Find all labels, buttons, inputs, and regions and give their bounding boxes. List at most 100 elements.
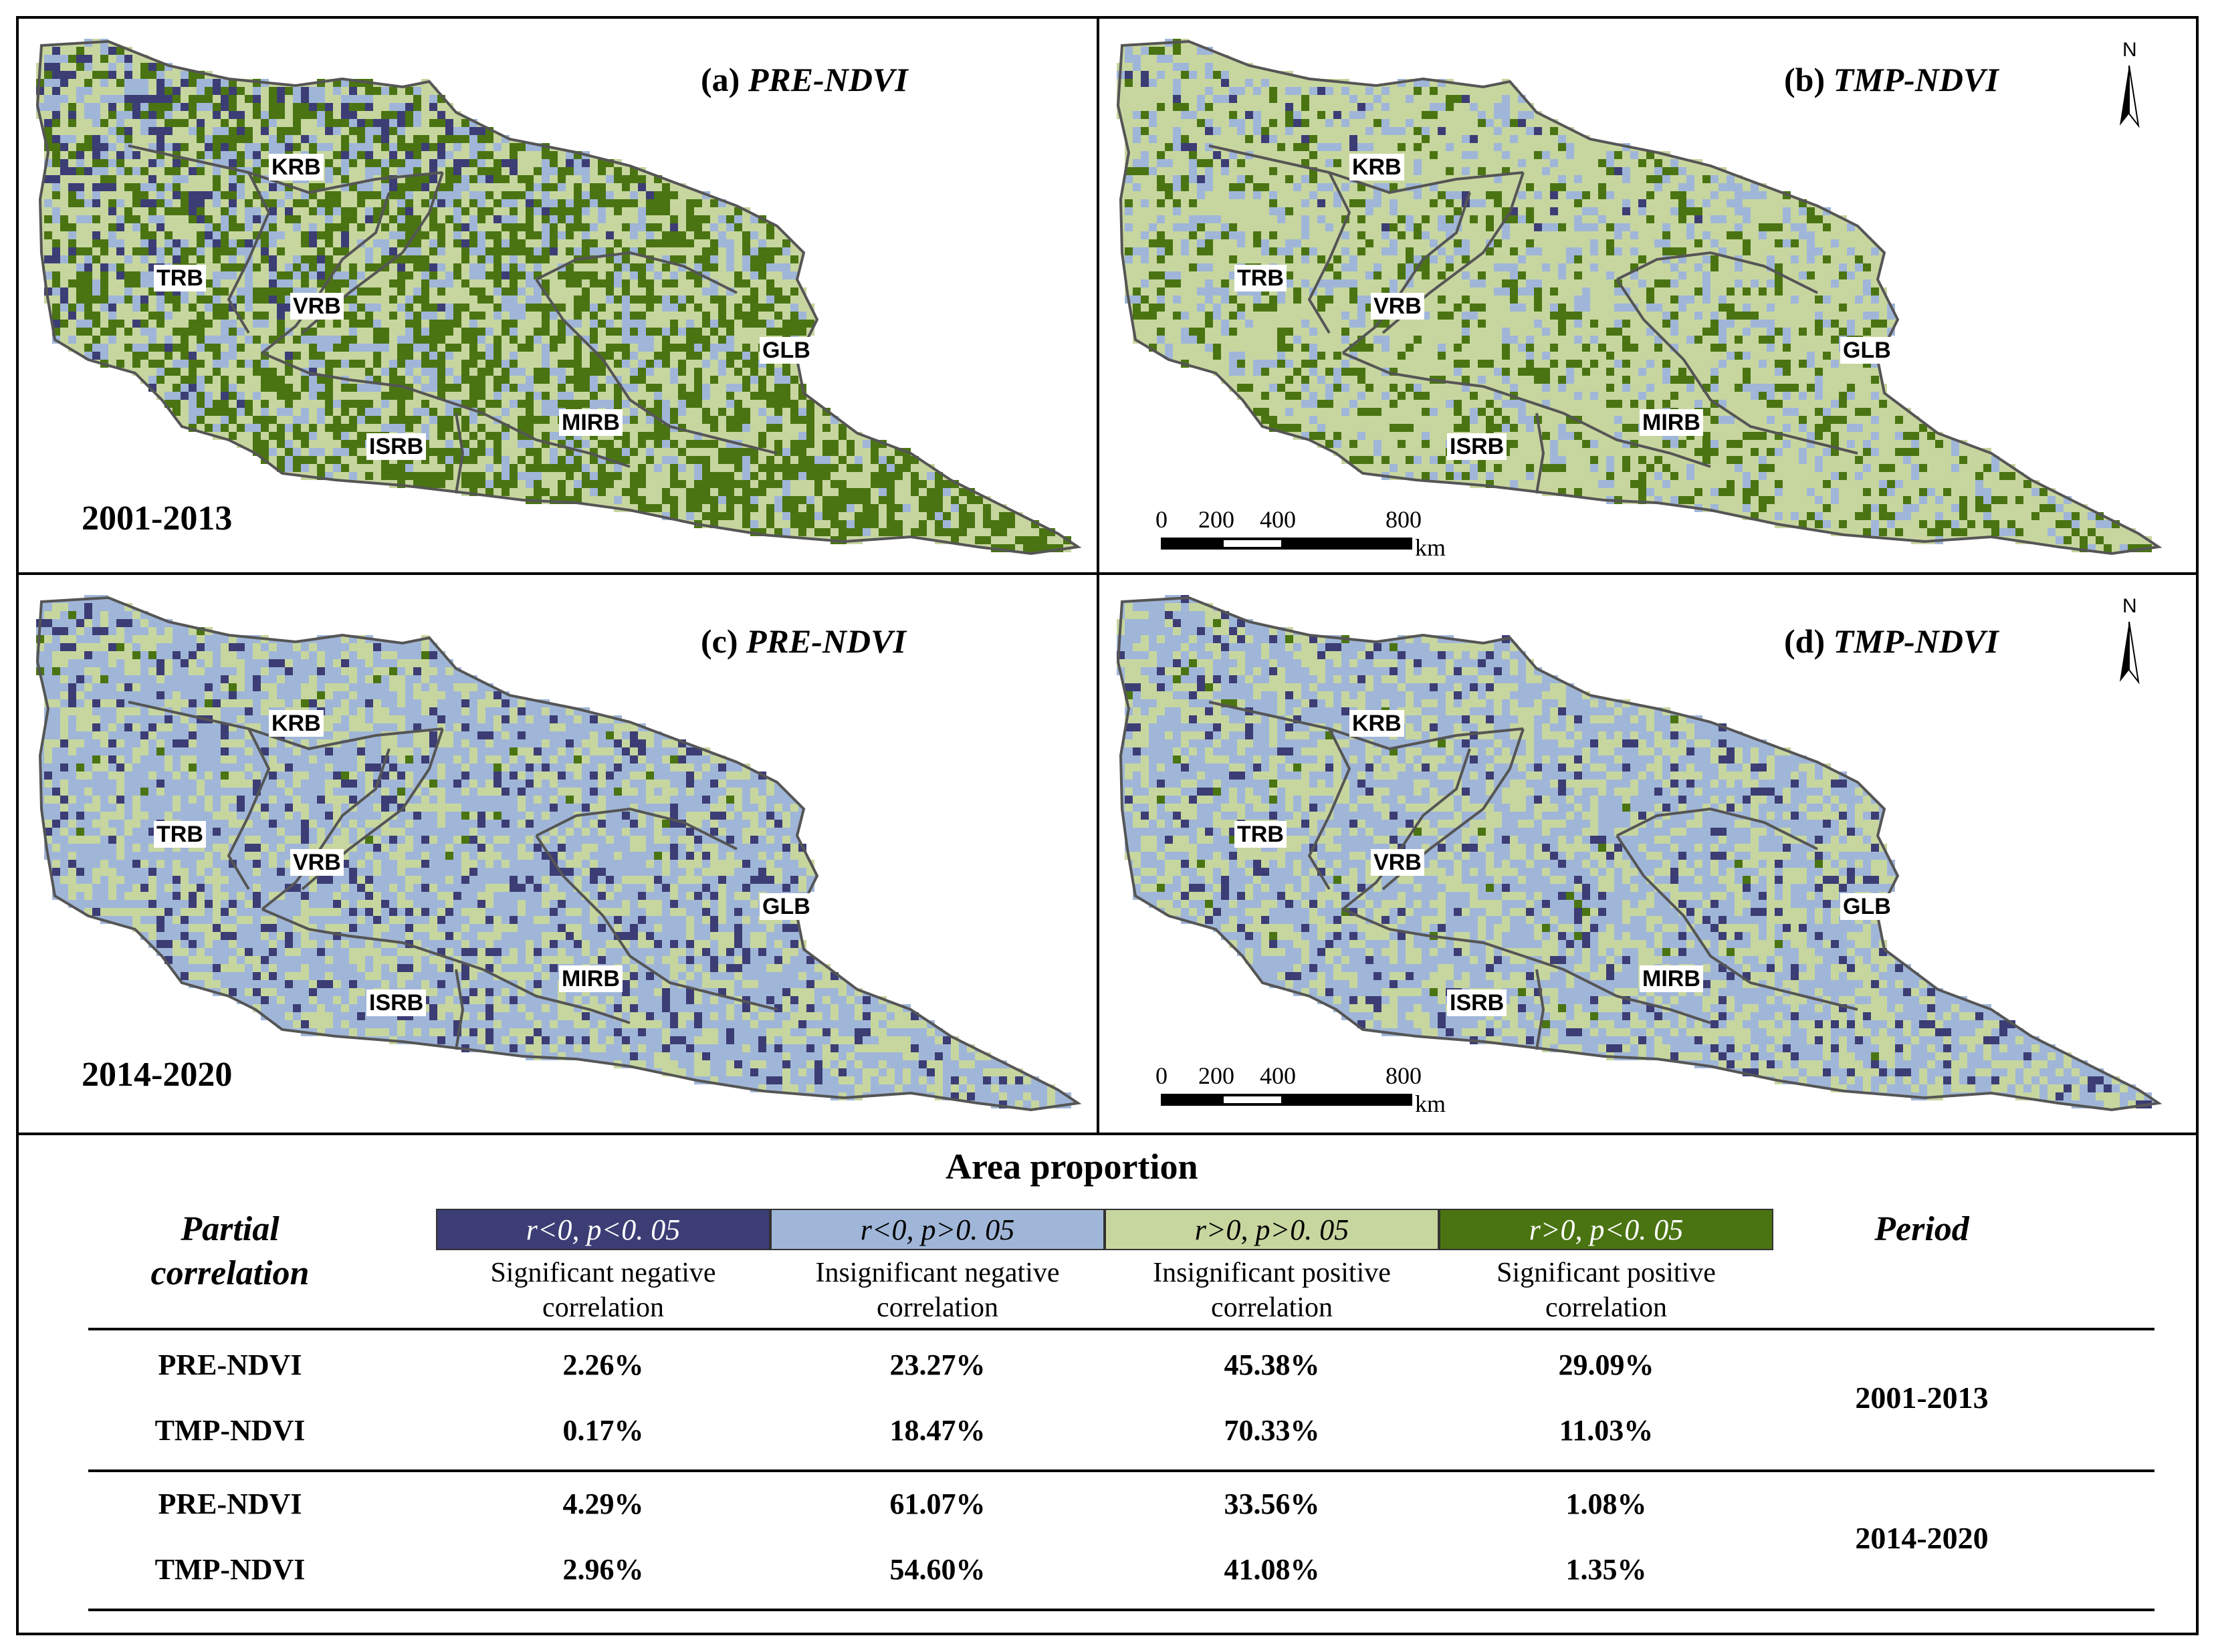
basin-outline [1116, 39, 2163, 556]
basin-label-krb: KRB [1349, 154, 1404, 181]
sub-basin-boundary [482, 412, 631, 468]
sub-basin-boundary [261, 908, 483, 971]
sub-basin-boundary [536, 251, 738, 294]
table-cell: 29.09% [1558, 1348, 1654, 1381]
table-rule-top [88, 1328, 2154, 1330]
legend-desc-insig-pos: Insignificant positive correlation [1153, 1258, 1391, 1323]
table-cell: 0.17% [562, 1414, 644, 1447]
period-label-c: 2014-2020 [82, 1056, 233, 1094]
sub-basin-boundary [1616, 807, 1818, 850]
sub-basin-boundary [1307, 172, 1351, 334]
table-row-name: PRE-NDVI [158, 1488, 302, 1520]
row-header: Partial correlation [150, 1210, 310, 1292]
scale-unit-label: km [1415, 534, 1446, 561]
north-label: N [2122, 595, 2137, 617]
map-svg-c [35, 595, 1082, 1112]
north-arrow-icon [2120, 65, 2140, 128]
map-svg-b [1116, 39, 2163, 556]
panel-title-a: (a) PRE-NDVI [701, 61, 908, 98]
table-row-name: PRE-NDVI [158, 1348, 302, 1381]
basin-outline [35, 596, 1082, 1112]
sub-basin-boundary [1616, 278, 1858, 455]
sub-basin-boundary [1307, 728, 1351, 891]
sub-basin-boundary [455, 969, 465, 1050]
map-panel-a: (a) PRE-NDVI 2001-2013 KRB TRB VRB GLB MIRB I… [19, 19, 1097, 572]
basin-label-glb: GLB [760, 337, 813, 364]
sub-basin-boundary [227, 172, 271, 334]
panel-title-b: (b) TMP-NDVI [1784, 61, 1999, 98]
basin-label-mirb: MIRB [1640, 409, 1703, 436]
basin-label-krb: KRB [1349, 710, 1404, 737]
sub-basin-boundary [1563, 412, 1711, 468]
legend-swatch-sig-neg: r<0, p<0. 05 [436, 1209, 770, 1250]
legend-desc-insig-neg: Insignificant negative correlation [815, 1258, 1060, 1323]
sub-basin-boundary [261, 748, 391, 911]
table-cell: 2.26% [562, 1348, 644, 1381]
sub-basin-boundary [1208, 144, 1524, 195]
scale-tick-label: 0 [1155, 1062, 1168, 1089]
legend-swatch-insig-pos: r>0, p>0. 05 [1105, 1209, 1439, 1250]
basin-label-krb: KRB [269, 710, 324, 737]
legend-swatch-sig-pos: r>0, p<0. 05 [1439, 1209, 1773, 1250]
basin-label-vrb: VRB [290, 849, 344, 876]
map-svg-d [1116, 595, 2163, 1112]
basin-label-mirb: MIRB [559, 965, 623, 992]
north-label: N [2122, 39, 2137, 61]
basin-label-trb: TRB [154, 821, 206, 848]
sub-basin-boundary [1563, 968, 1711, 1024]
sub-basin-boundary [1535, 412, 1545, 494]
basin-label-mirb: MIRB [559, 409, 623, 436]
sub-basin-boundary [128, 701, 443, 751]
map-panel-b: (b) TMP-NDVI KRB TRB VRB GLB MIRB ISRB N 0 200 40… [1099, 19, 2196, 572]
basin-label-vrb: VRB [1371, 849, 1424, 876]
table-cell: 54.60% [889, 1553, 986, 1586]
sub-basin-boundary [1616, 251, 1818, 294]
period-cell-2: 2014-2020 [1855, 1521, 1989, 1555]
scale-tick-label: 200 [1198, 506, 1234, 533]
panel-title-d: (d) TMP-NDVI [1784, 622, 1999, 660]
map-svg-a [35, 39, 1082, 556]
sub-basin-boundary [535, 834, 778, 1011]
sub-basin-boundary [536, 807, 738, 850]
table-cell: 1.08% [1565, 1488, 1647, 1520]
table-rule-mid [88, 1469, 2154, 1472]
table-cell: 45.38% [1224, 1348, 1320, 1381]
sub-basin-boundary [261, 192, 391, 354]
basin-label-krb: KRB [269, 154, 324, 181]
scale-tick-label: 800 [1386, 506, 1422, 533]
sub-basin-boundary [482, 968, 631, 1024]
period-label-a: 2001-2013 [82, 499, 233, 538]
table-cell: 4.29% [562, 1488, 644, 1520]
basin-label-vrb: VRB [290, 293, 344, 320]
scale-tick-label: 0 [1155, 506, 1168, 533]
sub-basin-boundary [455, 412, 465, 494]
table-title: Area proportion [946, 1147, 1198, 1187]
scale-tick-label: 400 [1260, 1062, 1296, 1089]
legend-desc-sig-neg: Significant negative correlation [490, 1258, 716, 1323]
sub-basin-boundary [1342, 352, 1564, 415]
period-header: Period [1874, 1210, 1969, 1248]
scale-unit-label: km [1415, 1090, 1446, 1117]
table-cell: 1.35% [1565, 1553, 1647, 1586]
basin-label-trb: TRB [1234, 265, 1287, 291]
scale-tick-label: 200 [1198, 1062, 1234, 1089]
basin-outline [35, 39, 1082, 556]
table-cell: 2.96% [562, 1553, 644, 1586]
basin-label-trb: TRB [1234, 821, 1287, 848]
basin-label-glb: GLB [1840, 337, 1894, 364]
scale-tick-label: 400 [1260, 506, 1296, 533]
table-cell: 61.07% [889, 1488, 986, 1520]
basin-label-isrb: ISRB [366, 989, 427, 1016]
basin-label-mirb: MIRB [1640, 965, 1703, 992]
basin-label-glb: GLB [760, 893, 813, 920]
divider-row2 [16, 1133, 2199, 1135]
table-cell: 41.08% [1224, 1553, 1320, 1586]
table-cell: 33.56% [1224, 1488, 1320, 1520]
map-panel-d: (d) TMP-NDVI KRB TRB VRB GLB MIRB ISRB N 0 200 40… [1099, 575, 2196, 1133]
sub-basin-boundary [128, 144, 443, 195]
table-cell: 18.47% [889, 1414, 986, 1447]
sub-basin-boundary [535, 278, 778, 455]
basin-label-glb: GLB [1840, 893, 1894, 920]
sub-basin-boundary [227, 728, 271, 891]
table-row-name: TMP-NDVI [154, 1414, 306, 1447]
